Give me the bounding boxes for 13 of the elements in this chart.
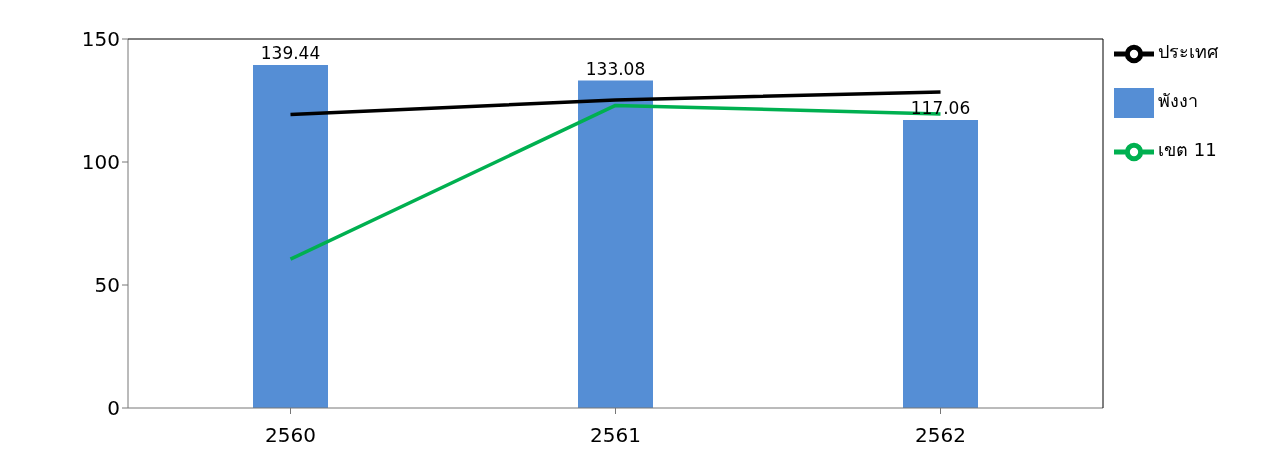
y-tick-label: 0 <box>107 396 120 421</box>
y-tick-label: 150 <box>81 27 120 52</box>
legend-label: ประเทศ <box>1158 41 1218 62</box>
y-tick-label: 50 <box>94 273 120 298</box>
data-label: 133.08 <box>585 58 646 79</box>
x-tick-label: 2562 <box>915 423 966 448</box>
y-tick-label: 100 <box>81 150 120 175</box>
legend-label: เขต 11 <box>1158 139 1217 160</box>
x-tick-label: 2561 <box>590 423 641 448</box>
data-label: 117.06 <box>910 98 971 119</box>
data-label: 139.44 <box>260 42 321 63</box>
legend-label: พังงา <box>1158 90 1198 111</box>
x-tick-label: 2560 <box>265 423 316 448</box>
